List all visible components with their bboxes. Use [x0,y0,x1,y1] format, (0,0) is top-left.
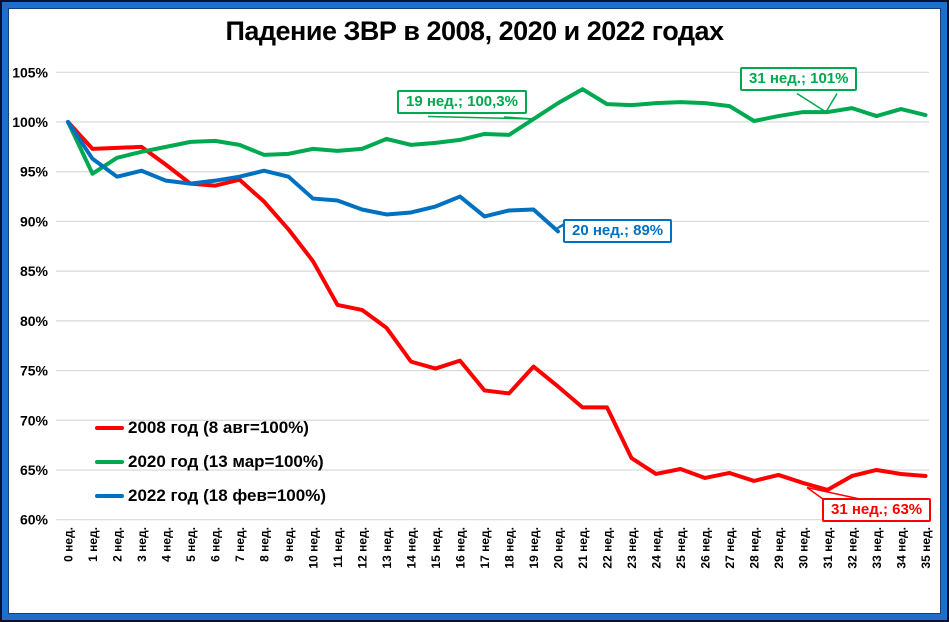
svg-text:65%: 65% [20,462,49,478]
svg-text:100%: 100% [12,114,48,130]
svg-text:18 нед.: 18 нед. [503,527,517,569]
annotation-green-week31: 31 нед.; 101% [740,67,858,91]
svg-text:26 нед.: 26 нед. [699,527,713,569]
chart-title: Падение ЗВР в 2008, 2020 и 2022 годах [225,16,724,46]
svg-text:23 нед.: 23 нед. [625,527,639,569]
svg-text:13 нед.: 13 нед. [380,527,394,569]
svg-text:0 нед.: 0 нед. [62,527,76,562]
svg-text:31 нед.: 31 нед. [821,527,835,569]
svg-text:32 нед.: 32 нед. [846,527,860,569]
svg-text:80%: 80% [20,313,49,329]
svg-text:5 нед.: 5 нед. [184,527,198,562]
svg-text:35 нед.: 35 нед. [919,527,933,569]
svg-text:20 нед.: 20 нед. [552,527,566,569]
svg-text:75%: 75% [20,363,49,379]
svg-text:8 нед.: 8 нед. [258,527,272,562]
svg-text:17 нед.: 17 нед. [478,527,492,569]
legend-label-2022: 2022 год (18 фев=100%) [128,486,326,505]
svg-text:30 нед.: 30 нед. [797,527,811,569]
annotation-green-week19: 19 нед.; 100,3% [397,90,527,114]
svg-text:21 нед.: 21 нед. [576,527,590,569]
svg-text:2 нед.: 2 нед. [111,527,125,562]
svg-text:27 нед.: 27 нед. [723,527,737,569]
legend-label-2020: 2020 год (13 мар=100%) [128,452,324,471]
legend-line-sample-2008 [95,426,124,430]
svg-text:12 нед.: 12 нед. [356,527,370,569]
svg-text:1 нед.: 1 нед. [86,527,100,562]
svg-text:14 нед.: 14 нед. [405,527,419,569]
annotation-red-week31: 31 нед.; 63% [822,498,932,522]
svg-text:6 нед.: 6 нед. [209,527,223,562]
svg-text:16 нед.: 16 нед. [454,527,468,569]
legend-item-2020: 2020 год (13 мар=100%) [95,450,326,474]
legend-item-2008: 2008 год (8 авг=100%) [95,416,326,440]
svg-text:25 нед.: 25 нед. [674,527,688,569]
legend-line-sample-2020 [95,460,124,464]
legend: 2008 год (8 авг=100%) 2020 год (13 мар=1… [95,416,326,518]
svg-text:10 нед.: 10 нед. [307,527,321,569]
svg-text:15 нед.: 15 нед. [429,527,443,569]
svg-text:70%: 70% [20,412,49,428]
svg-text:95%: 95% [20,164,49,180]
svg-text:7 нед.: 7 нед. [233,527,247,562]
svg-text:29 нед.: 29 нед. [772,527,786,569]
svg-text:28 нед.: 28 нед. [748,527,762,569]
svg-text:3 нед.: 3 нед. [135,527,149,562]
annotation-blue-week20: 20 нед.; 89% [563,219,673,243]
svg-text:33 нед.: 33 нед. [870,527,884,569]
svg-text:9 нед.: 9 нед. [282,527,296,562]
svg-text:34 нед.: 34 нед. [895,527,909,569]
svg-text:105%: 105% [12,64,48,80]
svg-text:11 нед.: 11 нед. [331,527,345,568]
legend-line-sample-2022 [95,494,124,498]
svg-text:24 нед.: 24 нед. [650,527,664,569]
svg-text:85%: 85% [20,263,49,279]
svg-text:19 нед.: 19 нед. [527,527,541,569]
legend-label-2008: 2008 год (8 авг=100%) [128,418,309,437]
svg-text:60%: 60% [20,512,49,528]
svg-text:90%: 90% [20,213,49,229]
svg-text:22 нед.: 22 нед. [601,527,615,569]
legend-item-2022: 2022 год (18 фев=100%) [95,484,326,508]
svg-text:4 нед.: 4 нед. [160,527,174,562]
